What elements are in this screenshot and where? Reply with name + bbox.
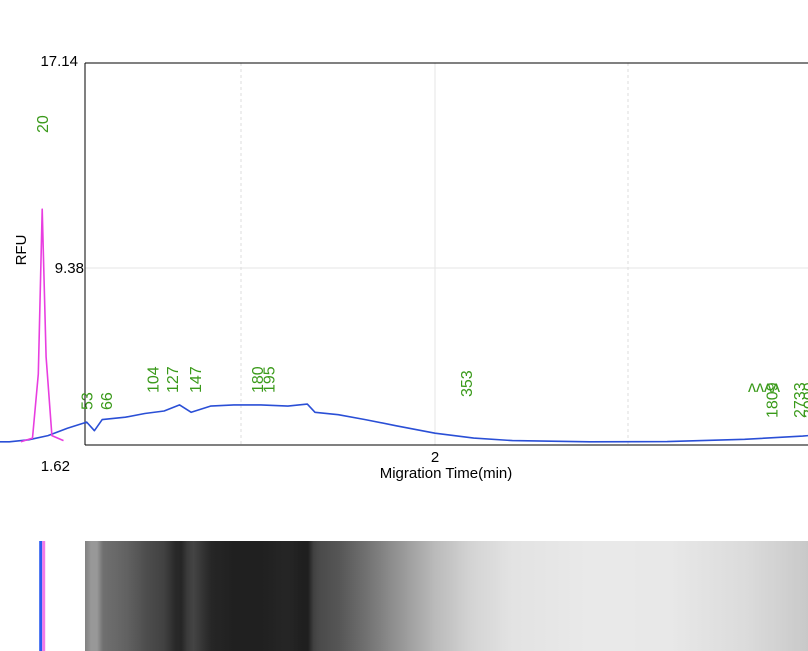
x-axis-label: Migration Time(min) [380, 465, 513, 482]
x-tick-2: 2 [431, 449, 439, 466]
peak-label: 104 [146, 366, 163, 393]
peak-label: 53 [80, 392, 97, 410]
peak-label: 20 [35, 115, 52, 133]
peak-label: 180 [250, 366, 267, 393]
sample-trace [0, 403, 808, 443]
peak-label: 127 [165, 366, 182, 393]
peak-label-layer: 2053661041271471801953531809273330003511… [35, 115, 808, 418]
y-tick-mid: 9.38 [55, 260, 84, 277]
peak-label: 1809 [765, 382, 782, 418]
peak-label: 195 [262, 366, 279, 393]
gel-band-blue [39, 541, 43, 651]
gel-band-pink [42, 541, 46, 651]
peak-label: 147 [188, 366, 205, 393]
y-axis-label: RFU [13, 235, 30, 266]
peak-label: 2733 [792, 382, 808, 418]
plot-area [85, 63, 808, 445]
peak-label: 353 [459, 370, 476, 397]
peak-label: 66 [99, 392, 116, 410]
gel-band-layer [39, 541, 46, 651]
y-tick-bottom: 1.62 [41, 458, 70, 475]
peak-label: 3000 [802, 382, 808, 418]
caret-marks: ʌʌʌʌ [748, 379, 780, 396]
series-layer [0, 208, 808, 443]
marker-peak-lower [20, 208, 64, 443]
y-tick-top: 17.14 [40, 53, 78, 70]
gel-lane [85, 541, 808, 651]
